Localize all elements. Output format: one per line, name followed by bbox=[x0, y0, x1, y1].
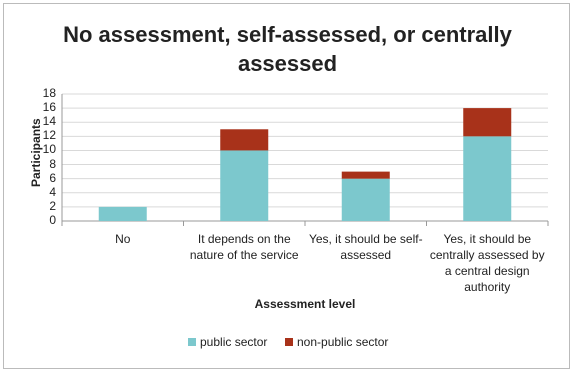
y-tick-label: 18 bbox=[42, 86, 56, 100]
legend-swatch bbox=[188, 338, 196, 346]
legend-item: non-public sector bbox=[285, 335, 388, 349]
bar-segment bbox=[220, 150, 269, 221]
legend-swatch bbox=[285, 338, 293, 346]
bar-segment bbox=[463, 136, 512, 221]
x-tick-label: No bbox=[115, 232, 131, 246]
legend-label: non-public sector bbox=[297, 335, 389, 349]
bar-segment bbox=[341, 171, 390, 179]
y-tick-label: 10 bbox=[42, 142, 56, 157]
y-tick-label: 6 bbox=[49, 170, 56, 185]
bar-segment bbox=[463, 108, 512, 137]
x-tick-label: It depends on the nature of the service bbox=[189, 232, 299, 262]
bar-segment bbox=[341, 178, 390, 221]
y-tick-label: 2 bbox=[49, 198, 56, 213]
y-tick-label: 8 bbox=[49, 156, 56, 171]
x-tick-label: Yes, it should be centrally assessed by … bbox=[429, 232, 545, 294]
y-tick-label: 12 bbox=[42, 128, 56, 143]
y-tick-label: 4 bbox=[49, 184, 56, 199]
y-tick-label: 0 bbox=[49, 213, 56, 227]
legend-item: public sector bbox=[188, 335, 267, 349]
bar-segment bbox=[98, 206, 147, 221]
chart-frame bbox=[3, 3, 570, 369]
chart-title: No assessment, self-assessed, or central… bbox=[63, 22, 512, 76]
y-tick-label: 14 bbox=[42, 114, 56, 129]
x-axis-label: Assessment level bbox=[254, 297, 356, 311]
bar-segment bbox=[220, 129, 269, 151]
y-tick-label: 16 bbox=[42, 100, 56, 115]
x-tick-label: Yes, it should be self-assessed bbox=[308, 232, 423, 262]
legend-label: public sector bbox=[200, 335, 268, 349]
